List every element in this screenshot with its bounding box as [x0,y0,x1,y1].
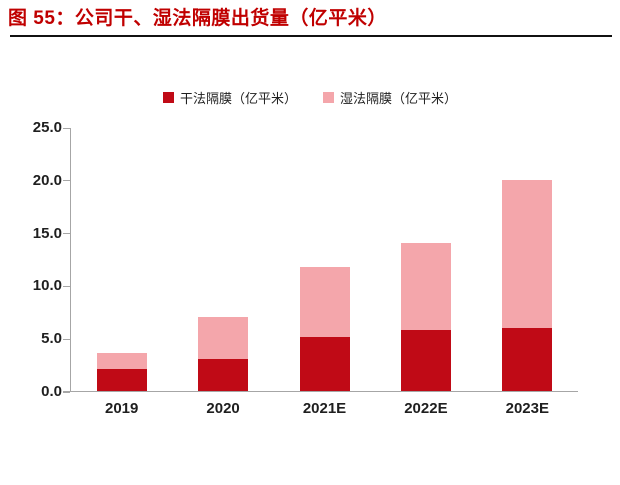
y-axis-tick-label: 25.0 [32,119,62,136]
y-axis-tick [63,338,70,340]
x-axis-label-2022E: 2022E [404,400,448,417]
y-axis-tick-label: 10.0 [32,277,62,295]
y-axis-tick-label: 15.0 [32,224,62,242]
bar-2022E-segment-0 [400,329,451,391]
x-axis-label-2020: 2020 [206,400,240,417]
bar-2020-segment-0 [198,359,249,391]
legend-item-0: 干法隔膜（亿平米） [162,88,297,107]
y-axis-tick-label: 0.0 [41,383,62,400]
x-axis-label-2021E: 2021E [302,400,347,417]
y-axis-tick-label: 5.0 [41,330,62,348]
bar-2020-segment-1 [198,317,249,360]
bar-2023E-segment-1 [502,179,553,328]
title-divider [10,35,612,37]
bar-2023E-segment-0 [502,327,553,391]
bar-2021E-segment-0 [299,337,350,391]
chart-legend: 干法隔膜（亿平米） 湿法隔膜（亿平米） [0,88,620,106]
bar-2019-segment-1 [96,352,147,369]
chart-plot-area: 0.0 5.0 10.0 15.0 20.0 25.0 2019 2020 2021E 2022E… [33,120,578,417]
y-axis-tick [63,233,70,235]
y-axis-tick [63,391,70,393]
x-axis-line [63,391,578,392]
x-axis-label-2023E: 2023E [505,400,549,417]
bar-2019-segment-0 [96,368,147,391]
y-axis-tick-label: 20.0 [32,171,62,189]
legend-swatch-icon [323,91,334,103]
bar-2021E-segment-1 [299,267,350,338]
y-axis-line [70,128,71,392]
legend-label: 干法隔膜（亿平米） [179,90,297,106]
legend-item-1: 湿法隔膜（亿平米） [323,88,457,107]
page-title: 图 55：公司干、湿法隔膜出货量（亿平米） [8,8,387,29]
y-axis-tick [63,127,70,129]
x-axis-label-2019: 2019 [105,400,139,417]
legend-swatch-icon [162,91,174,103]
y-axis-tick [63,285,70,287]
y-axis-tick [63,180,70,182]
legend-label: 湿法隔膜（亿平米） [340,90,458,106]
bar-2022E-segment-1 [400,243,451,330]
